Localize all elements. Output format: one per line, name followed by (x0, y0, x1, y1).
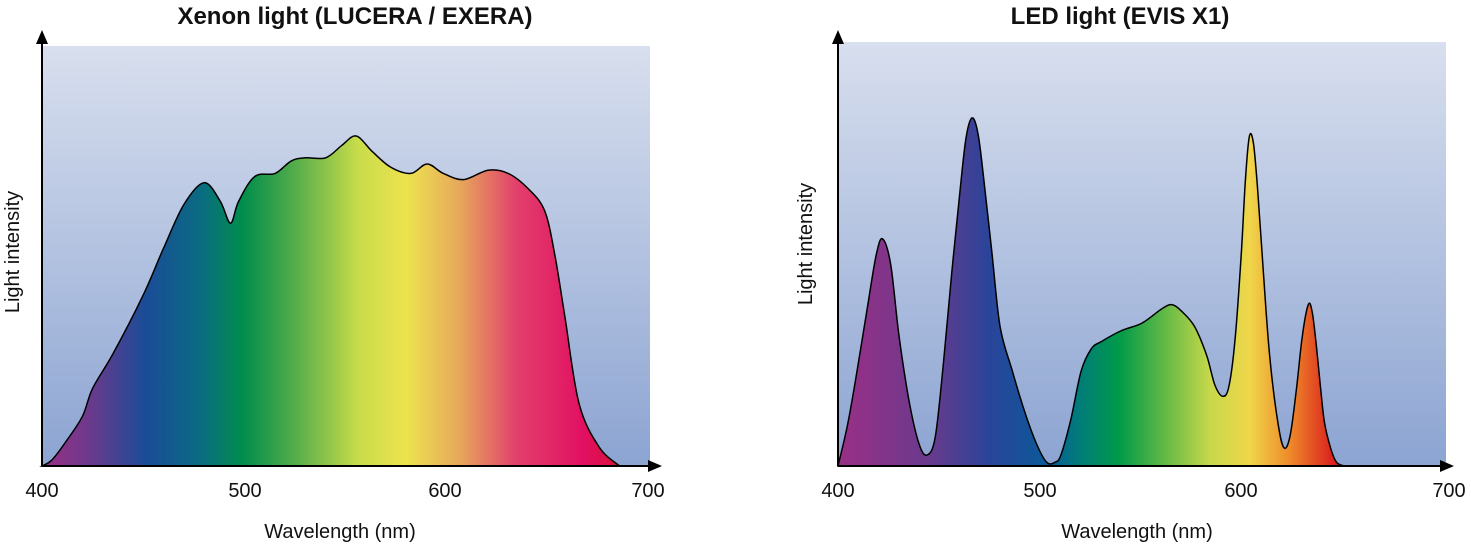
chart-title: LED light (EVIS X1) (1011, 3, 1230, 30)
x-axis-arrow-icon (1440, 460, 1454, 472)
x-tick-label: 600 (428, 480, 461, 502)
x-tick-label: 600 (1224, 480, 1257, 502)
x-axis-label: Wavelength (nm) (1061, 521, 1213, 543)
spectrum-area (837, 117, 1345, 467)
x-tick-label: 700 (1432, 480, 1465, 502)
chart-title: Xenon light (LUCERA / EXERA) (177, 3, 532, 30)
x-tick-label: 400 (25, 480, 58, 502)
x-tick-label: 500 (1023, 480, 1056, 502)
y-axis-label: Light intensity (2, 191, 24, 313)
y-axis-arrow-icon (832, 30, 844, 44)
chart-led: LED light (EVIS X1) 400 500 600 700 Wave… (795, 3, 1466, 543)
x-axis-arrow-icon (648, 460, 662, 472)
x-axis-label: Wavelength (nm) (264, 521, 416, 543)
y-axis-label: Light intensity (795, 183, 817, 305)
y-axis-arrow-icon (36, 30, 48, 44)
chart-xenon: Xenon light (LUCERA / EXERA) 400 500 600… (2, 3, 665, 543)
spectrum-area (39, 135, 622, 467)
x-tick-label: 500 (228, 480, 261, 502)
x-tick-label: 700 (631, 480, 664, 502)
x-tick-label: 400 (821, 480, 854, 502)
